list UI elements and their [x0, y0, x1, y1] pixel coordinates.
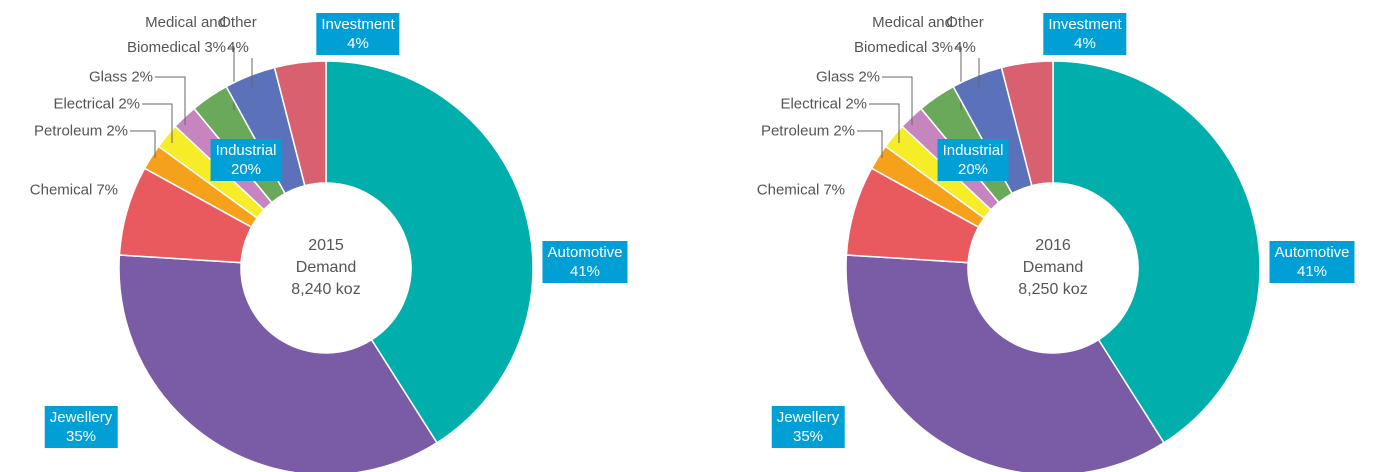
segment-label: Other 4%: [219, 10, 257, 60]
center-line: 8,240 koz: [291, 281, 361, 298]
segment-value: 35%: [792, 428, 824, 445]
segment-name: Other: [946, 14, 984, 31]
segment-label: Electrical 2%: [53, 92, 140, 117]
leader-line: [155, 76, 186, 125]
segment-label: Medical and Biomedical 3%: [114, 10, 226, 60]
center-line: 8,250 koz: [1018, 281, 1088, 298]
segment-label: Glass 2%: [816, 65, 880, 90]
segment-label: Investment 4%: [1043, 13, 1127, 55]
segment-value: 7%: [96, 181, 118, 199]
segment-label: Jewellery 35%: [771, 406, 845, 448]
segment-label: Petroleum 2%: [761, 119, 855, 144]
group-value: 20%: [957, 161, 989, 178]
segment-label: Petroleum 2%: [34, 119, 128, 144]
segment-value: 41%: [569, 263, 601, 280]
segment-value: 3%: [931, 39, 953, 56]
segment-name: Electrical: [780, 95, 842, 113]
segment-name: Jewellery: [776, 409, 840, 426]
segment-label: Chemical 7%: [757, 178, 845, 203]
group-value: 20%: [230, 161, 262, 178]
center-line: 2015: [308, 237, 344, 254]
donut-segment: [1052, 60, 1261, 444]
segment-name: Chemical: [29, 181, 93, 199]
segment-value: 35%: [65, 428, 97, 445]
leader-line: [869, 103, 900, 143]
segment-value: 2%: [106, 122, 128, 140]
segment-name: Electrical: [53, 95, 115, 113]
segment-label: Glass 2%: [89, 65, 153, 90]
donut-segment: [325, 60, 534, 444]
center-line: Demand: [295, 259, 357, 276]
segment-value: 2%: [833, 122, 855, 140]
segment-value: 4%: [347, 35, 369, 52]
segment-value: 2%: [845, 95, 867, 113]
center-line: 2016: [1035, 237, 1071, 254]
segment-name: Jewellery: [49, 409, 113, 426]
segment-value: 3%: [204, 39, 226, 56]
segment-label: Jewellery 35%: [44, 406, 118, 448]
segment-value: 7%: [823, 181, 845, 199]
leader-line: [857, 130, 883, 158]
donut-segment: [845, 254, 1165, 472]
segment-name: Glass: [815, 68, 855, 86]
center-line: Demand: [1022, 259, 1084, 276]
segment-name: Medical and Biomedical: [126, 14, 226, 56]
donut-segment: [273, 60, 327, 187]
group-label: Industrial 20%: [937, 139, 1009, 181]
segment-value: 4%: [227, 39, 249, 56]
segment-label: Electrical 2%: [780, 92, 867, 117]
segment-name: Investment: [321, 16, 395, 33]
center-text: 2015 Demand 8,240 koz: [291, 235, 360, 301]
group-name: Industrial: [942, 142, 1004, 159]
segment-label: Investment 4%: [316, 13, 400, 55]
segment-name: Other: [219, 14, 257, 31]
segment-name: Automotive: [1274, 244, 1350, 261]
segment-label: Automotive 41%: [1269, 241, 1355, 283]
segment-label: Other 4%: [946, 10, 984, 60]
leader-line: [142, 103, 173, 143]
segment-name: Glass: [88, 68, 128, 86]
segment-value: 4%: [1074, 35, 1096, 52]
center-text: 2016 Demand 8,250 koz: [1018, 235, 1087, 301]
segment-name: Automotive: [547, 244, 623, 261]
segment-value: 41%: [1296, 263, 1328, 280]
group-name: Industrial: [215, 142, 277, 159]
segment-value: 2%: [131, 68, 153, 86]
segment-label: Automotive 41%: [542, 241, 628, 283]
segment-name: Petroleum: [33, 122, 103, 140]
segment-value: 2%: [858, 68, 880, 86]
segment-name: Petroleum: [760, 122, 830, 140]
segment-value: 4%: [954, 39, 976, 56]
leader-line: [882, 76, 913, 125]
segment-label: Chemical 7%: [30, 178, 118, 203]
leader-line: [130, 130, 156, 158]
segment-name: Investment: [1048, 16, 1122, 33]
group-label: Industrial 20%: [210, 139, 282, 181]
segment-label: Medical and Biomedical 3%: [841, 10, 953, 60]
segment-name: Medical and Biomedical: [853, 14, 953, 56]
segment-name: Chemical: [756, 181, 820, 199]
segment-value: 2%: [118, 95, 140, 113]
donut-segment: [118, 254, 438, 472]
donut-segment: [1000, 60, 1054, 187]
